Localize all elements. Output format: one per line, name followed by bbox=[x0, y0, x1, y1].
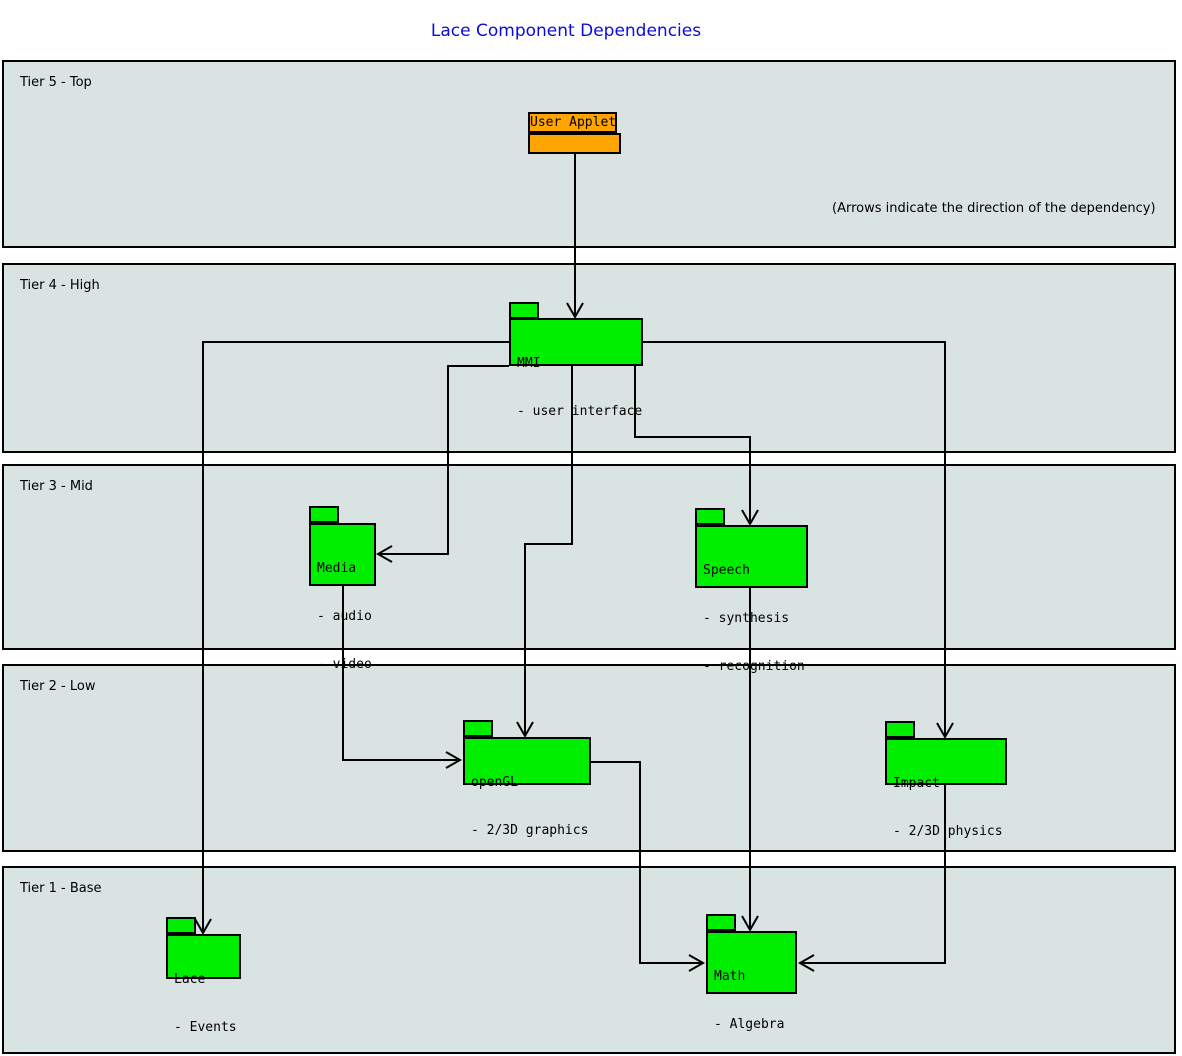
package-speech-tab bbox=[695, 508, 725, 525]
package-media-title: Media bbox=[317, 561, 357, 576]
package-opengl-line: - 2/3D graphics bbox=[471, 823, 589, 838]
edge-mmi-to-media bbox=[379, 365, 509, 555]
package-media-line: - video bbox=[317, 657, 372, 672]
package-speech-line: - recognition bbox=[703, 659, 805, 674]
package-math-tab bbox=[706, 914, 736, 931]
package-math-line: - Algebra bbox=[714, 1017, 785, 1032]
node-user-applet-body bbox=[528, 133, 621, 154]
tier-label-3: Tier 3 - Mid bbox=[20, 479, 93, 494]
package-lace-line: - Events bbox=[174, 1020, 237, 1035]
edge-media-to-opengl bbox=[342, 586, 459, 761]
package-impact-title: Impact bbox=[893, 776, 940, 791]
edge-mmi-to-impact bbox=[643, 341, 946, 736]
arrowhead-down-speech bbox=[741, 509, 759, 527]
edge-mmi-to-lace bbox=[202, 341, 509, 932]
package-mmi-line: - user interface bbox=[517, 404, 643, 419]
tier-label-4: Tier 4 - High bbox=[20, 278, 100, 293]
tier-label-2: Tier 2 - Low bbox=[20, 679, 96, 694]
edge-impact-to-math bbox=[801, 785, 946, 964]
package-lace-title: Lace bbox=[174, 972, 206, 987]
arrowhead-left-math bbox=[797, 954, 815, 972]
edge-mmi-to-speech bbox=[634, 366, 751, 523]
tier-band-3: Tier 3 - Mid bbox=[2, 464, 1176, 650]
edge-opengl-to-math bbox=[591, 761, 702, 964]
package-mmi-title: MMI bbox=[517, 356, 541, 371]
package-opengl-title: openGL bbox=[471, 775, 518, 790]
package-impact-tab bbox=[885, 721, 915, 738]
package-lace-tab bbox=[166, 917, 196, 934]
arrowhead-down-lace bbox=[194, 918, 212, 936]
package-mmi-tab bbox=[509, 302, 539, 319]
package-media-line: - audio bbox=[317, 609, 372, 624]
package-impact-line: - 2/3D physics bbox=[893, 824, 1003, 839]
package-opengl-tab bbox=[463, 720, 493, 737]
arrowhead-down-opengl bbox=[516, 721, 534, 739]
arrowhead-right-math bbox=[688, 954, 706, 972]
tier-label-5: Tier 5 - Top bbox=[20, 75, 92, 90]
package-speech-title: Speech bbox=[703, 563, 750, 578]
arrowhead-down-impact bbox=[936, 722, 954, 740]
package-math-title: Math bbox=[714, 969, 746, 984]
arrowhead-left-media bbox=[375, 545, 393, 563]
diagram-title: Lace Component Dependencies bbox=[430, 21, 702, 41]
arrowhead-down-math bbox=[741, 915, 759, 933]
tier-band-5: Tier 5 - Top bbox=[2, 60, 1176, 248]
package-speech-line: - synthesis bbox=[703, 611, 790, 626]
node-user-applet-title: User Applet bbox=[528, 112, 617, 133]
tier-label-1: Tier 1 - Base bbox=[20, 881, 102, 896]
arrowhead-right-opengl bbox=[445, 751, 463, 769]
package-media-tab bbox=[309, 506, 339, 523]
edge-mmi-to-opengl bbox=[524, 366, 573, 735]
arrowhead-down-mmi bbox=[566, 302, 584, 320]
legend-note: (Arrows indicate the direction of the de… bbox=[832, 201, 1156, 216]
